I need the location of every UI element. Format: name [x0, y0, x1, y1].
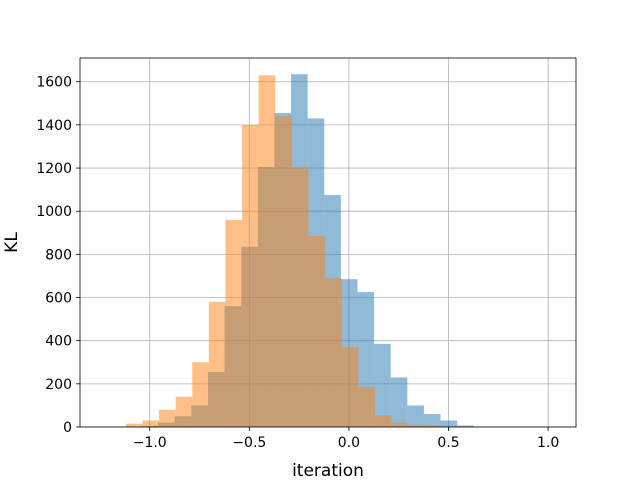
series-1-bar-12 — [325, 278, 342, 427]
y-tick-label-8: 1600 — [36, 75, 72, 91]
y-tick-label-0: 0 — [63, 420, 72, 436]
y-tick-label-1: 200 — [45, 377, 72, 393]
y-tick-label-3: 600 — [45, 291, 72, 307]
series-0-bar-19 — [423, 414, 441, 427]
y-tick-label-2: 400 — [45, 334, 72, 350]
x-tick-label-0: −1.0 — [133, 435, 167, 451]
axis-ticks: −1.0 −0.5 0.0 0.5 1.0 0 200 400 600 800 1000 1200 14… — [36, 75, 559, 451]
series-1-bar-11 — [308, 236, 326, 427]
y-tick-label-5: 1000 — [36, 204, 72, 220]
series-1-bar-17 — [408, 424, 425, 427]
y-tick-label-4: 800 — [45, 247, 72, 263]
series-1-bar-9 — [275, 116, 292, 428]
series-0-bar-21 — [457, 425, 474, 427]
series-1-bars — [125, 75, 442, 428]
series-1-bar-15 — [375, 415, 392, 427]
series-1-bar-14 — [358, 387, 376, 427]
series-0-bar-16 — [374, 343, 391, 427]
histogram-bars — [108, 74, 557, 428]
series-0-bar-18 — [407, 405, 424, 427]
series-1-bar-0 — [125, 423, 143, 427]
series-0-bar-17 — [390, 377, 408, 427]
series-1-bar-13 — [341, 347, 359, 427]
series-0-bar-20 — [440, 420, 458, 427]
series-1-bar-4 — [192, 362, 209, 427]
y-tick-label-7: 1400 — [36, 118, 72, 134]
x-tick-label-2: 0.0 — [338, 435, 360, 451]
series-1-bar-3 — [175, 396, 193, 427]
x-tick-label-1: −0.5 — [232, 435, 266, 451]
x-tick-label-4: 1.0 — [537, 435, 559, 451]
y-axis-label: KL — [2, 232, 22, 253]
series-1-bar-6 — [225, 219, 243, 427]
series-1-bar-8 — [258, 75, 276, 428]
series-1-bar-1 — [142, 420, 160, 427]
plot-frame — [79, 57, 577, 428]
series-1-bar-5 — [208, 301, 226, 427]
y-tick-label-6: 1200 — [36, 161, 72, 177]
series-1-bar-2 — [159, 409, 176, 427]
series-1-bar-16 — [391, 422, 409, 427]
series-1-bar-7 — [242, 124, 259, 427]
series-1-bar-18 — [424, 425, 442, 427]
series-1-bar-10 — [291, 166, 309, 427]
x-axis-label: iteration — [292, 461, 364, 480]
x-tick-label-3: 0.5 — [437, 435, 459, 451]
